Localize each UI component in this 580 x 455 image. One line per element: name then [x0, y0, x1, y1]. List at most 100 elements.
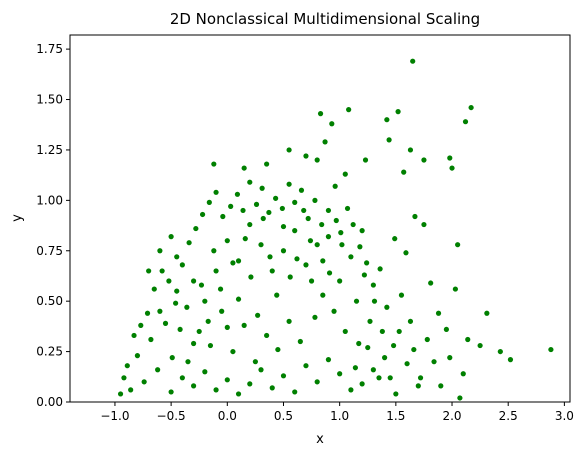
scatter-point [342, 171, 348, 177]
scatter-point [269, 385, 275, 391]
scatter-point [325, 207, 332, 214]
scatter-point [332, 183, 338, 189]
y-tick-label: 1.00 [36, 193, 63, 207]
scatter-point [359, 228, 365, 234]
scatter-point [298, 187, 305, 193]
scatter-point [460, 371, 466, 377]
scatter-point [449, 165, 455, 171]
scatter-point [248, 274, 254, 280]
scatter-point [173, 300, 179, 306]
scatter-point [384, 117, 390, 123]
scatter-point [365, 344, 371, 351]
scatter-point [387, 375, 393, 381]
scatter-point [253, 201, 260, 207]
scatter-point [325, 234, 332, 240]
scatter-point [357, 244, 363, 250]
scatter-point [168, 389, 174, 395]
scatter-point [339, 242, 345, 248]
scatter-point [338, 230, 344, 236]
plot-frame [69, 34, 571, 403]
scatter-point [191, 340, 197, 347]
scatter-point [191, 383, 197, 389]
scatter-point [319, 221, 325, 228]
x-tick-label: 3.0 [555, 409, 574, 423]
scatter-point [258, 367, 264, 373]
scatter-point [392, 236, 398, 242]
scatter-point [371, 298, 378, 304]
scatter-point [230, 260, 236, 266]
scatter-point [179, 262, 185, 268]
x-axis-label: x [316, 432, 324, 447]
scatter-point [361, 272, 367, 278]
scatter-point [465, 336, 471, 343]
scatter-point [314, 379, 320, 385]
scatter-point [235, 391, 242, 397]
scatter-point [213, 189, 219, 195]
scatter-point [213, 268, 219, 274]
scatter-point [337, 371, 343, 377]
scatter-point [317, 111, 324, 117]
scatter-point [326, 270, 333, 276]
scatter-point [273, 195, 279, 201]
scatter-point [234, 191, 241, 197]
scatter-point [211, 248, 217, 254]
scatter-point [274, 292, 280, 298]
scatter-point [162, 320, 169, 326]
scatter-point [370, 282, 376, 288]
scatter-point [307, 238, 314, 244]
y-tick-label: 0.25 [36, 345, 63, 359]
scatter-point [325, 357, 332, 363]
scatter-point [280, 248, 287, 254]
scatter-point [346, 107, 352, 113]
scatter-point [224, 238, 230, 244]
scatter-point [202, 298, 208, 304]
scatter-point [384, 304, 390, 310]
x-tick-label: 1.5 [386, 409, 405, 423]
scatter-point [255, 312, 261, 318]
scatter-point [398, 292, 405, 298]
scatter-point [303, 153, 309, 159]
scatter-point [286, 147, 292, 153]
y-tick-label: 0.50 [36, 294, 63, 308]
scatter-point [421, 157, 427, 163]
scatter-point [184, 304, 190, 310]
scatter-point [177, 326, 183, 333]
scatter-point [411, 346, 417, 353]
scatter-point [484, 310, 490, 316]
y-axis-label: y [10, 214, 25, 222]
scatter-point [269, 268, 275, 274]
scatter-point [386, 137, 392, 143]
scatter-point [267, 254, 273, 260]
scatter-point [205, 318, 211, 324]
scatter-point [468, 104, 474, 111]
scatter-point [247, 179, 253, 185]
scatter-point [348, 254, 354, 260]
scatter-point [224, 377, 230, 383]
scatter-point [333, 217, 339, 224]
scatter-point [266, 209, 272, 216]
scatter-point [350, 221, 356, 228]
scatter-point [477, 342, 483, 349]
scatter-point [297, 338, 303, 345]
scatter-point [452, 286, 458, 292]
scatter-point [314, 157, 320, 163]
scatter-point [202, 369, 208, 375]
scatter-point [211, 161, 217, 167]
x-tick-label: 1.0 [330, 409, 349, 423]
scatter-point [241, 322, 247, 328]
scatter-point [443, 326, 449, 333]
scatter-point [382, 355, 388, 361]
scatter-point [322, 139, 328, 145]
scatter-point [312, 197, 318, 203]
scatter-point [230, 348, 236, 355]
scatter-point [264, 161, 270, 167]
scatter-point [320, 292, 326, 298]
scatter-point [131, 332, 137, 339]
scatter-point [196, 328, 202, 335]
scatter-point [395, 109, 401, 115]
scatter-point [353, 298, 360, 304]
scatter-point [320, 258, 326, 264]
scatter-point [144, 310, 151, 316]
scatter-point [303, 262, 309, 268]
scatter-point [280, 223, 287, 230]
